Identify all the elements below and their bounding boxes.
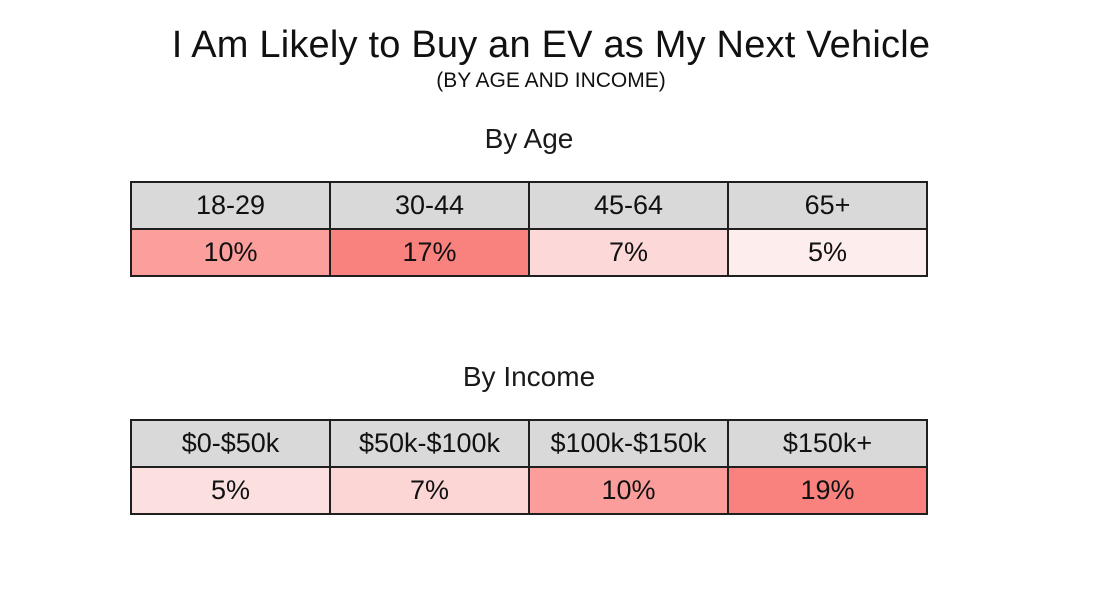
income-value-cell: 10%	[528, 465, 729, 515]
age-value-cell: 5%	[727, 227, 928, 277]
income-section-title: By Income	[462, 360, 596, 392]
income-value-cell: 5%	[130, 465, 331, 515]
age-section-title: By Age	[484, 122, 574, 154]
age-table: 18-29 30-44 45-64 65+ 10% 17% 7% 5%	[130, 180, 928, 277]
age-column-header: 18-29	[130, 180, 331, 230]
age-column-header: 45-64	[528, 180, 729, 230]
age-table-header-row: 18-29 30-44 45-64 65+	[130, 180, 928, 230]
income-value-cell: 7%	[329, 465, 530, 515]
income-value-cell: 19%	[727, 465, 928, 515]
income-table: $0-$50k $50k-$100k $100k-$150k $150k+ 5%…	[130, 418, 928, 515]
age-value-cell: 17%	[329, 227, 530, 277]
age-column-header: 65+	[727, 180, 928, 230]
income-table-header-row: $0-$50k $50k-$100k $100k-$150k $150k+	[130, 418, 928, 468]
income-section: By Income $0-$50k $50k-$100k $100k-$150k…	[130, 361, 928, 515]
income-column-header: $150k+	[727, 418, 928, 468]
page-title: I Am Likely to Buy an EV as My Next Vehi…	[171, 24, 931, 66]
income-column-header: $50k-$100k	[329, 418, 530, 468]
page-subtitle: (BY AGE AND INCOME)	[436, 68, 666, 92]
age-section: By Age 18-29 30-44 45-64 65+ 10% 17% 7% …	[130, 123, 928, 277]
income-table-value-row: 5% 7% 10% 19%	[130, 465, 928, 515]
income-column-header: $0-$50k	[130, 418, 331, 468]
income-column-header: $100k-$150k	[528, 418, 729, 468]
age-value-cell: 10%	[130, 227, 331, 277]
age-value-cell: 7%	[528, 227, 729, 277]
content-area: By Age 18-29 30-44 45-64 65+ 10% 17% 7% …	[130, 123, 928, 515]
age-table-value-row: 10% 17% 7% 5%	[130, 227, 928, 277]
age-column-header: 30-44	[329, 180, 530, 230]
